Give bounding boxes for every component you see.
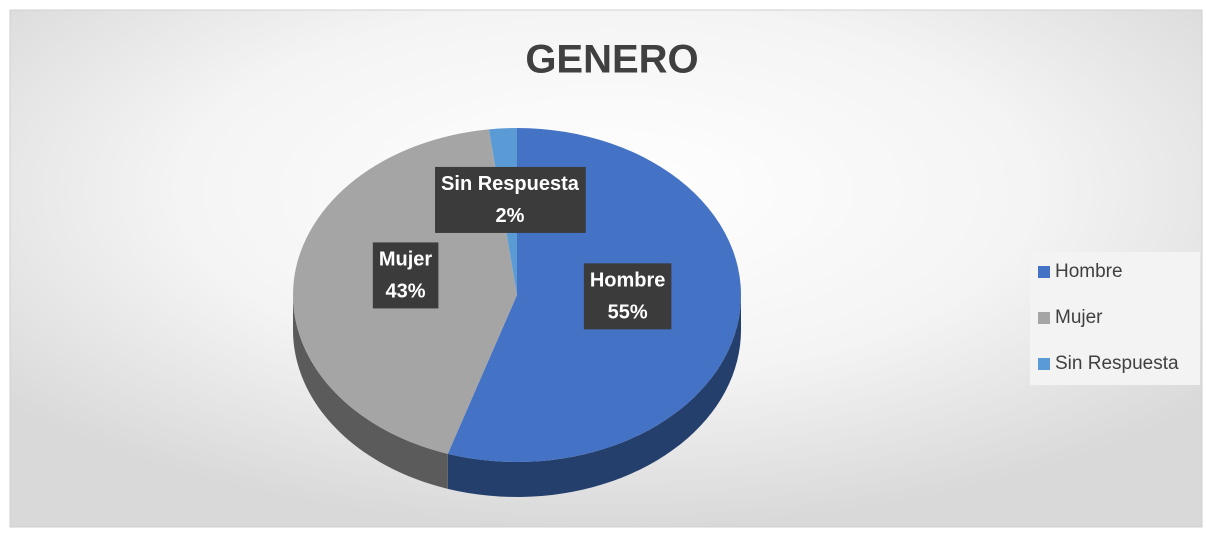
legend-box: [1030, 252, 1200, 385]
legend-swatch: [1038, 358, 1050, 370]
data-label-box: [583, 263, 672, 330]
legend-swatch: [1038, 312, 1050, 324]
pie-side: [447, 295, 741, 497]
legend-label: Sin Respuesta: [1055, 353, 1179, 374]
legend-label: Hombre: [1055, 261, 1123, 282]
data-label-category: Mujer: [379, 248, 433, 270]
data-labels: Hombre 55% Mujer 43% Sin Respuesta 2%: [372, 166, 672, 330]
data-label: 2%: [496, 205, 525, 227]
legend-label: Mujer: [1055, 307, 1103, 328]
data-label-box: [435, 166, 586, 233]
pie-side: [293, 295, 448, 489]
data-label: 55%: [608, 301, 648, 323]
legend-swatch: [1038, 266, 1050, 278]
data-label: 43%: [385, 280, 425, 302]
data-label-box: [372, 242, 439, 309]
data-label-category: Sin Respuesta: [441, 173, 580, 195]
data-label-category: Hombre: [590, 269, 666, 291]
chart-title: GENERO: [525, 38, 698, 82]
legend: Hombre Mujer Sin Respuesta: [1038, 261, 1179, 374]
